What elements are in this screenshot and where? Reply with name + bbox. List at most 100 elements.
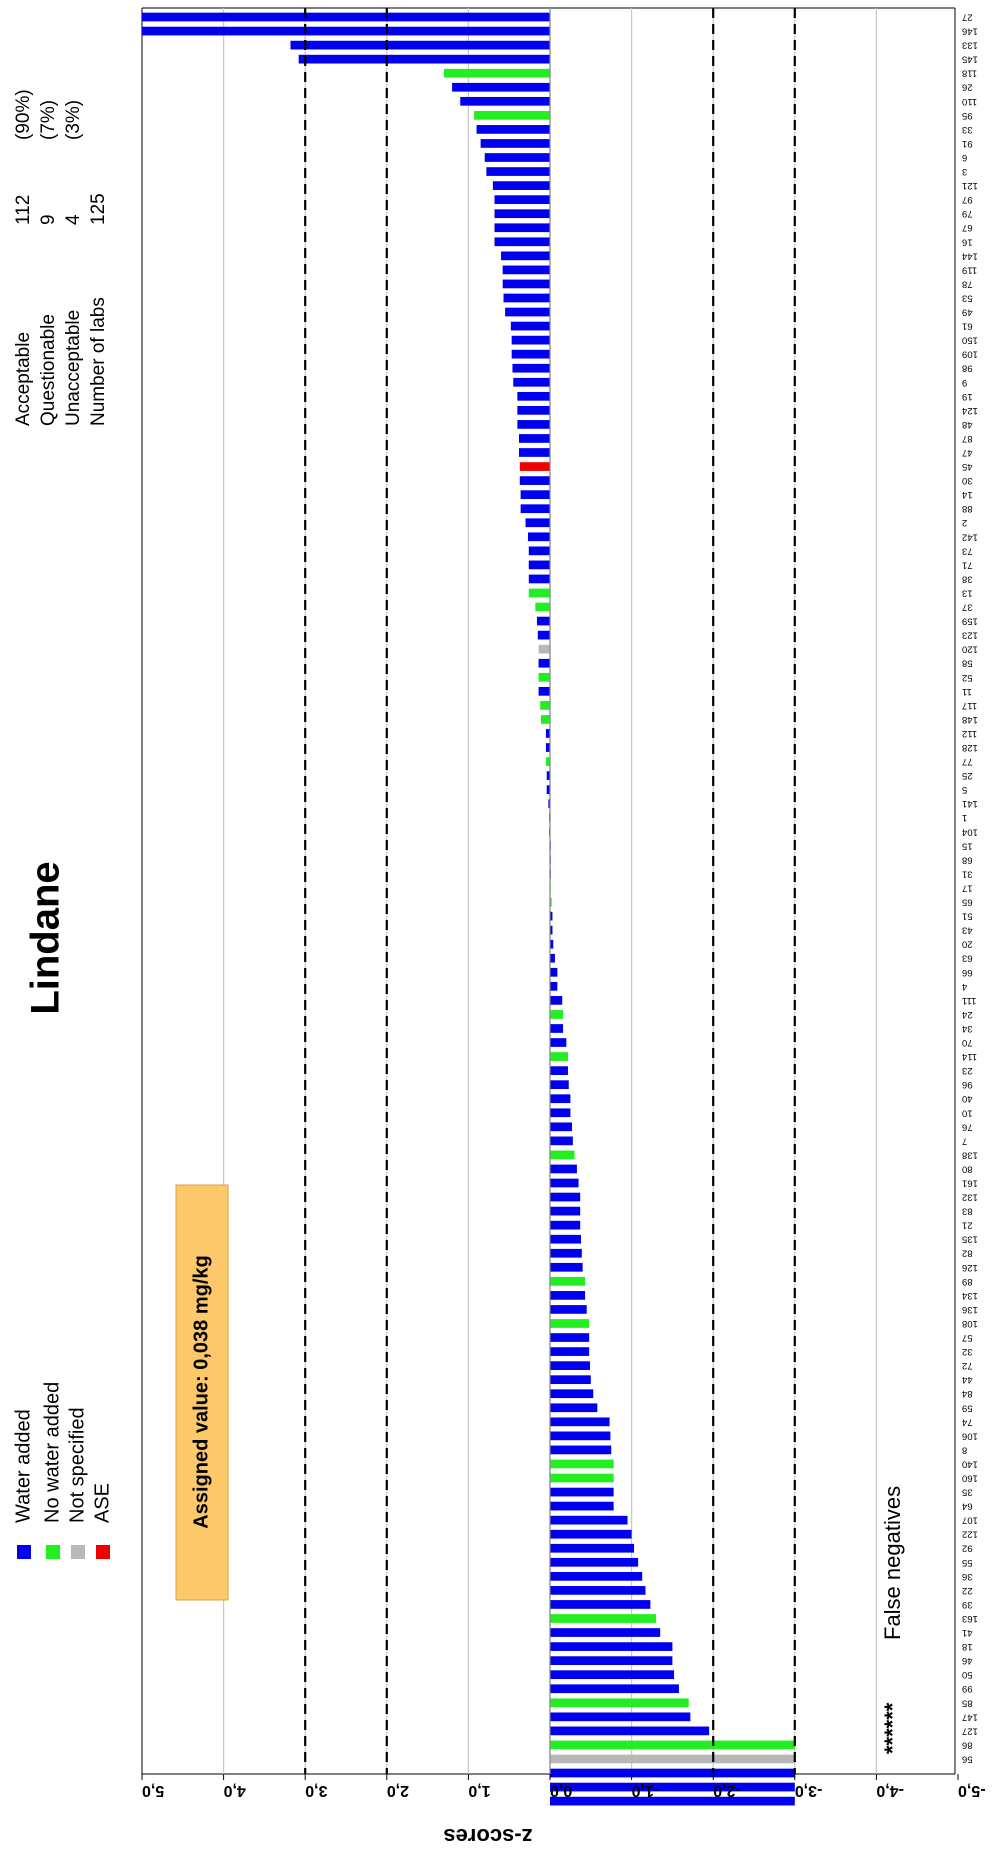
lab-label: 26 (962, 82, 973, 93)
lab-label: 121 (962, 180, 978, 191)
lab-label-group: 7 (962, 1135, 967, 1146)
bar-lab-57 (550, 1333, 590, 1342)
bar-lab-51 (550, 911, 553, 921)
bar-lab-43 (550, 925, 553, 935)
lab-label-group: 6 (962, 152, 967, 163)
lab-label-group: 25 (962, 770, 973, 781)
tick-label-group: -4,0 (876, 1782, 904, 1799)
bar-lab-5 (546, 785, 550, 795)
lab-label: 52 (962, 672, 973, 683)
bar-lab-150 (511, 335, 550, 345)
bar-lab-33 (476, 125, 550, 134)
lab-label: 61 (962, 321, 973, 332)
lab-label-group: 20 (962, 939, 973, 950)
lab-label: 78 (962, 278, 973, 289)
lab-label: 39 (962, 1599, 973, 1610)
lab-label-group: 92 (962, 1543, 973, 1554)
lab-label-group: 89 (962, 1276, 973, 1287)
lab-label-group: 17 (962, 882, 973, 893)
bar-lab-160 (550, 1473, 614, 1483)
lab-label: 124 (962, 405, 978, 416)
bar-lab-21 (550, 1220, 581, 1230)
lab-label-group: 111 (962, 995, 976, 1006)
lab-label-group: 27 (962, 12, 973, 23)
lab-label: 89 (962, 1276, 973, 1287)
lab-label: 88 (962, 503, 973, 514)
stat-text-group: 9 (38, 214, 59, 225)
false-negatives-marker-group: ****** (880, 1702, 905, 1754)
lab-label-group: 66 (962, 967, 973, 978)
lab-label-group: 120 (962, 644, 978, 655)
lab-label-group: 48 (962, 419, 973, 430)
lab-label: 114 (962, 1051, 977, 1062)
lab-label-group: 74 (962, 1416, 973, 1427)
lab-label-group: 16 (962, 236, 973, 247)
lab-label: 135 (962, 1234, 978, 1245)
lab-label: 119 (962, 264, 977, 275)
lab-label-group: 96 (962, 1079, 973, 1090)
lab-label-group: 45 (962, 461, 973, 472)
lab-label-group: 50 (962, 1669, 973, 1680)
lab-label: 24 (962, 1009, 973, 1020)
lab-label: 120 (962, 644, 978, 655)
bar-lab-89 (550, 1276, 586, 1286)
bar-lab-91 (480, 139, 550, 148)
lab-label-group: 121 (962, 180, 978, 191)
bar-lab-22 (550, 1586, 646, 1595)
bar-lab-52 (538, 672, 550, 682)
lab-label-group: 136 (962, 1304, 978, 1315)
bar-lab-3 (486, 167, 550, 176)
legend-label-group: Not specified (66, 1407, 88, 1523)
legend-swatch (71, 1545, 85, 1559)
lab-label-group: 97 (962, 194, 973, 205)
bar-lab-159 (536, 616, 550, 626)
bar-lab-26 (452, 82, 550, 92)
legend-label: Water added (12, 1409, 34, 1523)
lab-label: 5 (962, 784, 967, 795)
lab-label-group: 82 (962, 1248, 973, 1259)
tick-label: -5,0 (958, 1782, 986, 1799)
bar-lab-13 (528, 588, 550, 598)
stat-text-group: (90%) (13, 89, 34, 140)
lab-label-group: 126 (962, 1262, 978, 1273)
bar-lab-112 (545, 729, 550, 738)
lab-label-group: 144 (962, 250, 978, 261)
lab-label: 33 (962, 124, 973, 135)
lab-label: 67 (962, 222, 973, 233)
lab-label-group: 95 (962, 110, 973, 121)
bar-lab-50 (550, 1670, 675, 1680)
lab-label-group: 85 (962, 1697, 973, 1708)
bar-lab-70 (550, 1038, 567, 1047)
stat-count: 125 (88, 193, 109, 225)
bar-lab-35 (550, 1487, 614, 1497)
lab-label: 80 (962, 1163, 973, 1174)
lab-label: 22 (962, 1585, 973, 1596)
stat-count: 112 (13, 195, 34, 225)
lab-label: 6 (962, 152, 967, 163)
lab-label: 97 (962, 194, 973, 205)
stat-text-group: 4 (63, 214, 84, 225)
tick-label: 1,0 (468, 1782, 490, 1799)
lab-label-group: 112 (962, 728, 977, 739)
tick-label-group: -5,0 (958, 1782, 986, 1799)
tick-label: -2,0 (713, 1782, 741, 1799)
lab-label-group: 127 (962, 1725, 978, 1736)
bar-lab-74 (550, 1417, 610, 1427)
bar-lab-56 (550, 1754, 795, 1764)
axis-label: z-scores (443, 1824, 532, 1849)
lab-label: 107 (962, 1515, 978, 1526)
reference-lines (304, 8, 796, 1774)
bar-lab-40 (550, 1094, 571, 1104)
lab-label-group: 46 (962, 1655, 973, 1666)
stats-block: Acceptable 112 (90%) Questionable 9 (7%) Unacc… (13, 89, 109, 426)
lab-label: 57 (962, 1332, 973, 1343)
lab-label: 3 (962, 166, 967, 177)
lab-label: 108 (962, 1318, 978, 1329)
chart-title-group: Lindane (24, 861, 68, 1014)
lab-label-group: 61 (962, 321, 973, 332)
lab-label-group: 18 (962, 1641, 973, 1652)
lab-label-group: 98 (962, 363, 973, 374)
lab-label-group: 58 (962, 658, 973, 669)
lab-label: 55 (962, 1557, 973, 1568)
lab-label: 47 (962, 447, 973, 458)
